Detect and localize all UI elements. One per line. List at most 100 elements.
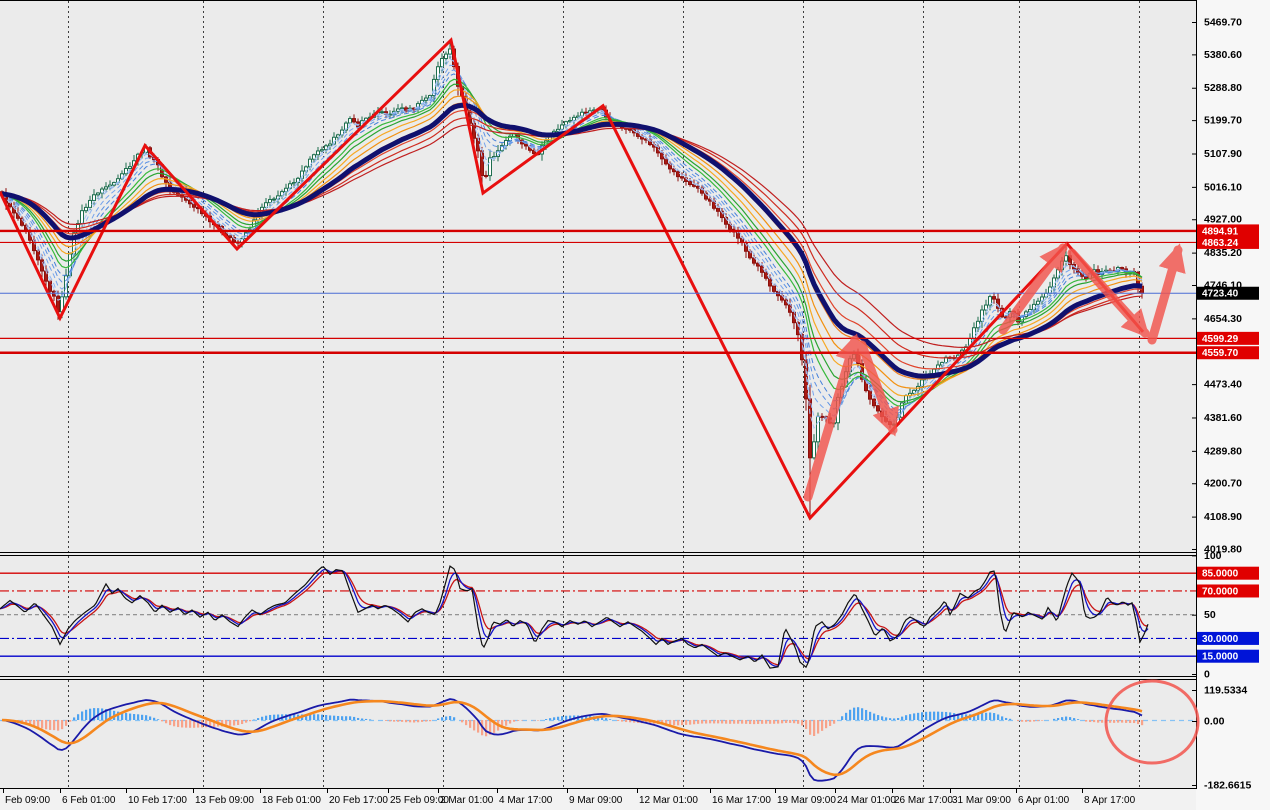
bull-candle [1064,255,1068,262]
macd-histogram-bar [1041,720,1044,721]
bull-candle [84,206,88,212]
macd-histogram-bar [189,720,192,728]
bear-candle [876,405,880,412]
bear-candle [856,353,860,365]
macd-histogram-bar [117,711,120,720]
macd-histogram-bar [917,712,920,720]
bull-candle [436,66,440,80]
macd-histogram-bar [833,720,836,724]
macd-histogram-bar [953,713,956,720]
macd-histogram-bar [505,720,508,726]
macd-histogram-bar [385,720,388,721]
bull-candle [88,199,92,208]
price-tick-label: 4835.20 [1204,247,1242,259]
annotation-arrows [803,242,1186,502]
rsi-level-badge-text: 70.0000 [1202,586,1239,597]
time-axis-label: 20 Feb 17:00 [329,795,388,806]
time-axis-label: 31 Mar 09:00 [952,795,1011,806]
macd-histogram-bar [621,720,624,722]
bull-candle [128,166,132,170]
macd-histogram-bar [869,711,872,720]
bull-candle [264,202,268,208]
price-badge-text: 4599.29 [1202,334,1239,345]
macd-histogram-bar [109,709,112,720]
macd-histogram-bar [429,720,432,722]
macd-histogram-bar [61,720,64,730]
bull-candle [432,78,436,97]
macd-histogram-bar [125,712,128,720]
macd-histogram-bar [245,720,248,723]
macd-histogram-bar [773,720,776,724]
macd-histogram-bar [993,713,996,720]
macd-histogram-bar [1133,720,1136,724]
macd-histogram-bar [601,717,604,720]
bear-candle [688,180,692,186]
macd-histogram-bar [445,716,448,720]
macd-histogram-bar [861,708,864,720]
macd-histogram-bar [1097,720,1100,723]
macd-histogram-bar [321,714,324,720]
macd-histogram-bar [717,720,720,724]
macd-histogram-bar [489,720,492,735]
macd-histogram-bar [225,720,228,727]
time-axis-label: 2 Mar 01:00 [440,795,494,806]
macd-histogram-bar [45,720,48,730]
macd-histogram-bar [509,720,512,724]
bull-candle [112,182,116,186]
macd-histogram-bar [101,708,104,720]
time-axis-label: 6 Apr 01:00 [1018,795,1070,806]
macd-panel[interactable] [0,698,1196,782]
bull-candle [984,304,988,311]
macd-histogram-bar [69,720,72,722]
macd-main-line [1,698,1143,782]
macd-histogram-bar [973,713,976,720]
macd-histogram-bar [865,709,868,720]
price-badge-level [1197,346,1259,360]
macd-histogram-bar [1077,719,1080,720]
macd-histogram-bar [177,720,180,728]
macd-histogram-bar [1129,720,1132,723]
macd-histogram-bar [921,712,924,720]
macd-histogram-bar [1117,720,1120,723]
macd-histogram-bar [229,720,232,726]
macd-histogram-bar [561,716,564,720]
price-tick-label: 4381.60 [1204,412,1242,424]
macd-histogram-bar [629,720,632,723]
macd-histogram-bar [729,720,732,724]
time-axis-strip[interactable] [0,789,1196,810]
macd-histogram-bar [121,712,124,720]
annotation-ellipse [1104,679,1200,765]
bear-candle [48,280,52,292]
rsi-level-badge [1197,631,1259,645]
macd-histogram-bar [997,714,1000,720]
macd-histogram-bar [737,720,740,724]
bear-candle [872,398,876,407]
macd-histogram-bar [169,720,172,726]
ma-line-navy-thick [1,102,1143,379]
bull-candle [556,128,560,132]
macd-histogram-bar [261,716,264,720]
rsi-panel[interactable] [0,565,1196,669]
macd-histogram-bar [881,716,884,720]
bear-candle [32,239,36,252]
macd-histogram-bar [337,715,340,720]
macd-histogram-bar [477,720,480,733]
macd-histogram-bar [1033,720,1036,722]
bear-candle [1096,269,1100,276]
bull-candle [560,124,564,130]
macd-histogram-bar [1061,717,1064,720]
macd-histogram-bar [537,720,540,721]
macd-histogram-bar [805,720,808,729]
time-axis-label: 10 Feb 17:00 [128,795,187,806]
bull-candle [976,320,980,329]
price-badge-level [1197,224,1259,238]
macd-histogram-bar [249,720,252,722]
price-badge-level [1197,235,1259,249]
macd-histogram-bar [905,715,908,720]
macd-histogram-bar [1125,720,1128,723]
horizontal-level-lines [0,229,1196,354]
macd-histogram-bar [517,720,520,721]
macd-histogram-bar [265,715,268,720]
macd-histogram-bar [365,718,368,720]
